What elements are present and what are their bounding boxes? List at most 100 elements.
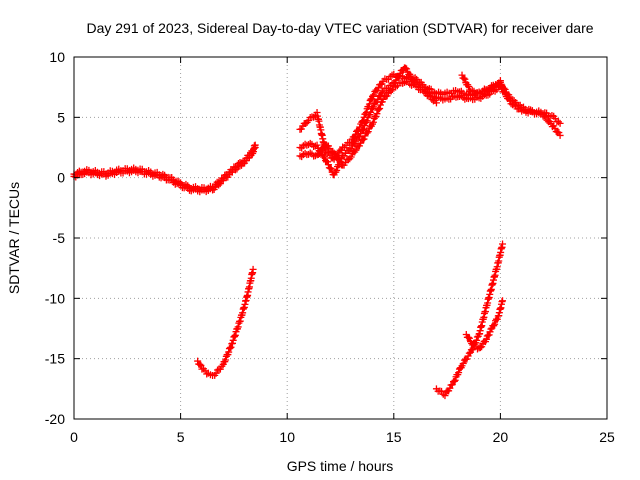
x-tick-label: 5 bbox=[177, 429, 185, 445]
data-point bbox=[249, 265, 257, 273]
data-point bbox=[463, 355, 471, 363]
data-point bbox=[425, 91, 433, 99]
data-point bbox=[488, 84, 496, 92]
series-arc-9 bbox=[458, 71, 507, 97]
data-point bbox=[360, 125, 368, 133]
data-point bbox=[364, 128, 372, 136]
data-point bbox=[459, 359, 467, 367]
series-arc-5 bbox=[296, 64, 564, 179]
data-point bbox=[324, 161, 332, 169]
data-point bbox=[336, 157, 344, 165]
data-point bbox=[227, 343, 235, 351]
data-point bbox=[228, 339, 236, 347]
data-point bbox=[321, 153, 329, 161]
data-point bbox=[233, 165, 241, 173]
data-point bbox=[387, 87, 395, 95]
series-arc-4 bbox=[296, 70, 564, 163]
data-point bbox=[402, 64, 410, 72]
data-point bbox=[376, 104, 384, 112]
data-point bbox=[556, 131, 564, 139]
series-arc-6 bbox=[296, 78, 440, 169]
data-point bbox=[378, 88, 386, 96]
data-point bbox=[315, 150, 323, 158]
data-point bbox=[407, 72, 415, 80]
data-point bbox=[331, 150, 339, 158]
data-point bbox=[432, 99, 440, 107]
data-point bbox=[499, 83, 507, 91]
data-point bbox=[250, 148, 258, 156]
x-tick-label: 15 bbox=[386, 429, 402, 445]
y-tick-label: -10 bbox=[45, 290, 65, 306]
data-point bbox=[464, 333, 472, 341]
data-point bbox=[330, 149, 338, 157]
data-point bbox=[366, 96, 374, 104]
data-point bbox=[465, 334, 473, 342]
data-point bbox=[476, 344, 484, 352]
data-point bbox=[347, 153, 355, 161]
data-point bbox=[215, 181, 223, 189]
data-point bbox=[491, 320, 499, 328]
y-tick-label: -5 bbox=[53, 230, 66, 246]
data-point bbox=[484, 88, 492, 96]
data-point bbox=[362, 118, 370, 126]
data-point bbox=[501, 89, 509, 97]
x-tick-label: 10 bbox=[279, 429, 295, 445]
data-point bbox=[542, 113, 550, 121]
data-point bbox=[556, 119, 564, 127]
series-arc-2 bbox=[70, 144, 259, 196]
data-point bbox=[363, 117, 371, 125]
data-point bbox=[203, 370, 211, 378]
data-point bbox=[485, 331, 493, 339]
data-point bbox=[506, 96, 514, 104]
y-axis-label: SDTVAR / TECUs bbox=[6, 182, 22, 294]
data-point bbox=[365, 100, 373, 108]
data-point bbox=[496, 77, 504, 85]
data-point bbox=[231, 166, 239, 174]
x-axis-label: GPS time / hours bbox=[287, 458, 394, 474]
data-point bbox=[465, 83, 473, 91]
data-point bbox=[333, 166, 341, 174]
series-arc-3 bbox=[194, 265, 257, 379]
data-point bbox=[231, 332, 239, 340]
data-point bbox=[368, 92, 376, 100]
y-tick-label: -15 bbox=[45, 351, 65, 367]
data-point bbox=[327, 165, 335, 173]
data-point bbox=[225, 348, 233, 356]
data-point bbox=[428, 96, 436, 104]
data-point bbox=[212, 369, 220, 377]
data-point bbox=[500, 88, 508, 96]
data-point bbox=[551, 115, 559, 123]
x-tick-label: 0 bbox=[70, 429, 78, 445]
data-point bbox=[461, 75, 469, 83]
data-point bbox=[374, 84, 382, 92]
data-point bbox=[251, 144, 259, 151]
data-point bbox=[369, 118, 377, 126]
data-point bbox=[403, 65, 411, 73]
chart-title: Day 291 of 2023, Sidereal Day-to-day VTE… bbox=[86, 20, 593, 36]
data-point bbox=[373, 110, 381, 118]
data-point bbox=[368, 104, 376, 112]
data-point bbox=[210, 185, 218, 193]
data-point bbox=[493, 315, 501, 323]
data-point bbox=[363, 129, 371, 137]
data-point bbox=[499, 297, 507, 305]
data-point bbox=[460, 74, 468, 82]
data-point bbox=[383, 92, 391, 100]
data-point bbox=[450, 377, 458, 385]
data-point bbox=[370, 91, 378, 99]
data-point bbox=[326, 164, 334, 172]
data-point bbox=[367, 108, 375, 116]
data-point bbox=[360, 135, 368, 143]
data-point bbox=[482, 335, 490, 343]
data-point bbox=[499, 240, 507, 248]
data-point bbox=[551, 124, 559, 132]
data-point bbox=[221, 358, 229, 366]
data-point bbox=[352, 146, 360, 154]
y-tick-label: -20 bbox=[45, 411, 65, 427]
y-tick-label: 5 bbox=[57, 109, 65, 125]
data-point bbox=[332, 168, 340, 176]
data-point bbox=[313, 141, 321, 149]
data-point bbox=[346, 146, 354, 154]
data-point bbox=[229, 336, 237, 344]
data-point bbox=[426, 92, 434, 100]
